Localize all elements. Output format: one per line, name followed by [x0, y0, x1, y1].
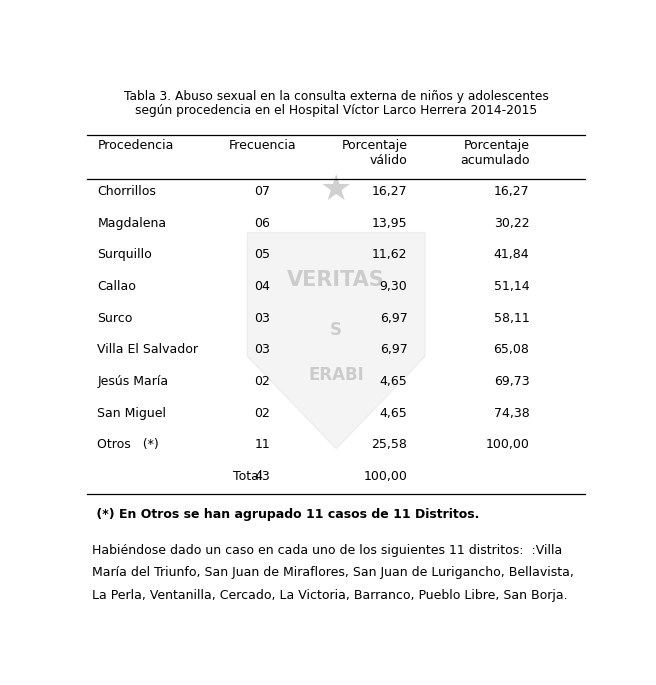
Text: 43: 43	[255, 470, 270, 483]
Text: 74,38: 74,38	[494, 407, 529, 420]
Text: 65,08: 65,08	[493, 343, 529, 356]
Text: ERABI: ERABI	[308, 366, 364, 384]
Text: 06: 06	[255, 216, 270, 229]
Text: Frecuencia: Frecuencia	[229, 138, 297, 151]
Text: Porcentaje: Porcentaje	[463, 138, 529, 151]
Text: 02: 02	[255, 407, 270, 420]
Text: Chorrillos: Chorrillos	[97, 185, 156, 198]
Text: 07: 07	[255, 185, 270, 198]
Text: 6,97: 6,97	[380, 312, 407, 325]
Text: 9,30: 9,30	[380, 280, 407, 293]
Text: Surquillo: Surquillo	[97, 249, 152, 262]
Polygon shape	[247, 232, 425, 449]
Text: 16,27: 16,27	[494, 185, 529, 198]
Text: La Perla, Ventanilla, Cercado, La Victoria, Barranco, Pueblo Libre, San Borja.: La Perla, Ventanilla, Cercado, La Victor…	[92, 588, 568, 601]
Text: Magdalena: Magdalena	[97, 216, 167, 229]
Text: según procedencia en el Hospital Víctor Larco Herrera 2014-2015: según procedencia en el Hospital Víctor …	[135, 104, 537, 117]
Text: VERITAS: VERITAS	[287, 270, 385, 290]
Text: 30,22: 30,22	[494, 216, 529, 229]
Text: válido: válido	[369, 154, 407, 167]
Text: 02: 02	[255, 375, 270, 388]
Text: (*) En Otros se han agrupado 11 casos de 11 Distritos.: (*) En Otros se han agrupado 11 casos de…	[92, 508, 480, 521]
Text: 03: 03	[255, 312, 270, 325]
Text: Porcentaje: Porcentaje	[341, 138, 407, 151]
Text: 4,65: 4,65	[380, 407, 407, 420]
Text: 03: 03	[255, 343, 270, 356]
Text: Procedencia: Procedencia	[97, 138, 174, 151]
Text: acumulado: acumulado	[460, 154, 529, 167]
Text: Tabla 3. Abuso sexual en la consulta externa de niños y adolescentes: Tabla 3. Abuso sexual en la consulta ext…	[124, 90, 548, 103]
Text: 04: 04	[255, 280, 270, 293]
Text: 100,00: 100,00	[363, 470, 407, 483]
Text: Total: Total	[233, 470, 262, 483]
Text: 16,27: 16,27	[372, 185, 407, 198]
Text: 13,95: 13,95	[372, 216, 407, 229]
Text: 41,84: 41,84	[494, 249, 529, 262]
Text: Otros   (*): Otros (*)	[97, 438, 159, 451]
Text: Callao: Callao	[97, 280, 136, 293]
Text: 58,11: 58,11	[494, 312, 529, 325]
Text: Surco: Surco	[97, 312, 133, 325]
Text: 6,97: 6,97	[380, 343, 407, 356]
Text: Jesús María: Jesús María	[97, 375, 169, 388]
Text: 69,73: 69,73	[494, 375, 529, 388]
Text: 100,00: 100,00	[485, 438, 529, 451]
Text: 11: 11	[255, 438, 270, 451]
Text: 4,65: 4,65	[380, 375, 407, 388]
Text: 11,62: 11,62	[372, 249, 407, 262]
Text: San Miguel: San Miguel	[97, 407, 166, 420]
Text: Habiéndose dado un caso en cada uno de los siguientes 11 distritos:  :Villa: Habiéndose dado un caso en cada uno de l…	[92, 545, 562, 557]
Text: 51,14: 51,14	[494, 280, 529, 293]
Text: S: S	[330, 321, 342, 339]
Text: 05: 05	[255, 249, 270, 262]
Text: Villa El Salvador: Villa El Salvador	[97, 343, 198, 356]
Text: María del Triunfo, San Juan de Miraflores, San Juan de Lurigancho, Bellavista,: María del Triunfo, San Juan de Miraflore…	[92, 566, 574, 580]
Text: 25,58: 25,58	[371, 438, 407, 451]
Text: ★: ★	[320, 173, 352, 208]
